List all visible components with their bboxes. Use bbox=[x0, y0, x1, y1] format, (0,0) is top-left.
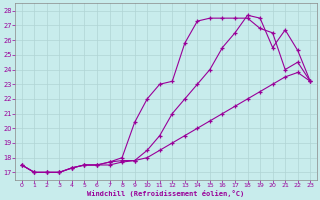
X-axis label: Windchill (Refroidissement éolien,°C): Windchill (Refroidissement éolien,°C) bbox=[87, 190, 244, 197]
